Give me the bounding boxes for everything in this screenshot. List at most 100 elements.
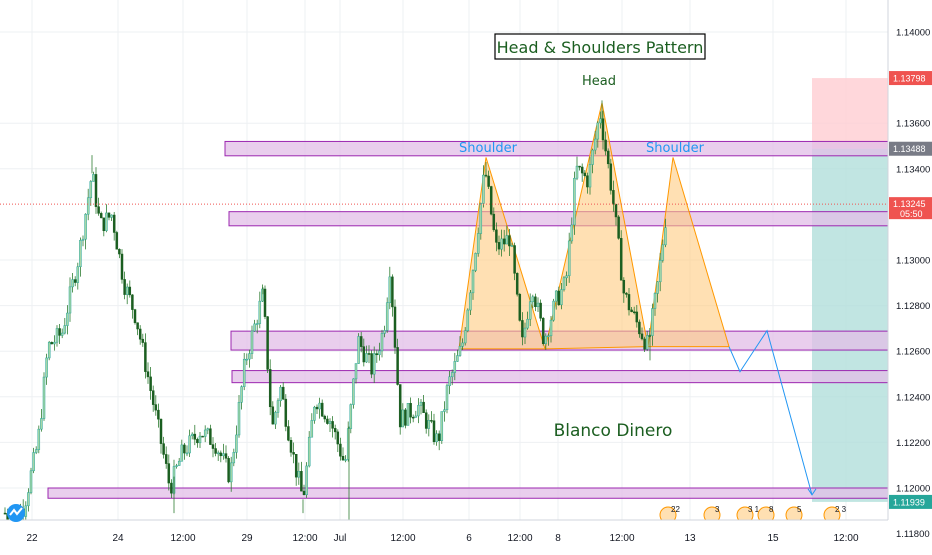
candle-body [606, 150, 610, 165]
event-badge-count: 5 [797, 505, 802, 514]
zone-rect[interactable] [224, 140, 889, 157]
candle-body [539, 302, 542, 319]
candle-body [170, 482, 173, 494]
candle-body [53, 341, 56, 345]
candle-body [115, 232, 119, 250]
candle-body [229, 462, 233, 483]
y-tick-label: 1.12000 [896, 484, 930, 495]
take-profit-zone [812, 148, 888, 502]
candle-body [136, 322, 139, 330]
candle-body [227, 458, 230, 483]
y-tick-label: 1.11800 [896, 529, 930, 540]
candle-body [258, 300, 262, 324]
candle-body [523, 327, 527, 338]
zone-rect[interactable] [228, 211, 889, 227]
candle-body [466, 309, 470, 331]
candle-body [336, 431, 340, 445]
candle-body [443, 409, 446, 412]
candle-body [456, 355, 459, 362]
candle-body [510, 245, 514, 247]
x-tick-label: Jul [334, 533, 347, 544]
y-tick-label: 1.14000 [896, 28, 930, 39]
candle-body [653, 293, 657, 309]
candle-body [320, 402, 324, 417]
candle-body [107, 212, 111, 218]
candle-body [435, 433, 438, 443]
candle-body [625, 292, 628, 295]
candle-body [560, 289, 563, 306]
price-tag [889, 141, 932, 156]
candle-body [315, 406, 319, 410]
candle-body [232, 452, 236, 464]
candle-body [120, 253, 124, 280]
candle-body [547, 335, 550, 338]
candle-body [268, 369, 272, 408]
candle-body [354, 363, 358, 380]
candle-body [66, 312, 69, 326]
candle-body [73, 279, 77, 283]
candle-body [300, 471, 303, 492]
candle-body [206, 428, 210, 431]
x-tick-label: 15 [767, 533, 779, 544]
candle-body [645, 335, 649, 350]
candle-body [627, 294, 631, 311]
y-tick-label: 1.13000 [896, 256, 930, 267]
candle-body [619, 238, 623, 281]
candle-body [279, 386, 282, 401]
candle-body [528, 301, 532, 320]
price-projection [728, 329, 817, 496]
candle-body [404, 409, 407, 426]
candle-body [60, 332, 64, 336]
pattern-triangle[interactable] [647, 157, 730, 348]
candle-body [326, 418, 329, 424]
candle-body [284, 398, 288, 427]
x-tick-label: 12:00 [609, 533, 634, 544]
candle-body [102, 217, 106, 232]
candle-body [573, 177, 576, 226]
candle-body [144, 342, 147, 372]
candle-body [432, 420, 436, 443]
candle-body [287, 426, 290, 441]
candle-body [411, 416, 415, 419]
candle-body [567, 240, 571, 277]
candle-body [339, 443, 342, 457]
candle-body [515, 273, 519, 295]
x-tick-label: 6 [466, 533, 472, 544]
candle-body [297, 471, 301, 478]
event-badge[interactable]: 2 3 [823, 505, 847, 524]
candle-body [180, 444, 184, 462]
candle-body [118, 248, 121, 255]
price-axis[interactable]: 1.14000 1.13600 1.13400 1.13000 1.12800 1.126… [887, 0, 932, 550]
zone-rect[interactable] [231, 370, 889, 384]
candle-body [190, 433, 194, 437]
candle-body [253, 323, 256, 332]
chart-title: Head & Shoulders Pattern [497, 38, 704, 57]
pattern-triangle[interactable] [544, 102, 649, 350]
candle-body [487, 175, 490, 187]
candle-body [344, 459, 347, 461]
candle-body [175, 465, 178, 467]
candle-body [313, 406, 316, 421]
x-tick-label: 8 [555, 533, 561, 544]
time-axis[interactable]: 22 24 12:00 29 12:00 Jul 12:00 6 12:00 8 12:00 13 15… [0, 519, 888, 550]
candle-body [50, 342, 54, 345]
candle-body [323, 415, 327, 420]
candle-body [591, 149, 594, 165]
pattern-label: Shoulder [646, 141, 705, 156]
candle-body [640, 333, 644, 340]
candle-body [266, 316, 269, 370]
candle-body [214, 448, 217, 454]
candle-body [409, 403, 412, 418]
candle-body [357, 336, 360, 364]
candle-body [586, 175, 589, 188]
candle-body [599, 118, 602, 124]
candle-body [159, 418, 163, 444]
candle-body [580, 166, 584, 174]
candle-body [474, 253, 477, 271]
candle-body [294, 454, 298, 478]
projection-line [728, 329, 813, 495]
candle-body [146, 371, 150, 378]
candle-body [349, 404, 353, 429]
candle-body [385, 302, 389, 331]
